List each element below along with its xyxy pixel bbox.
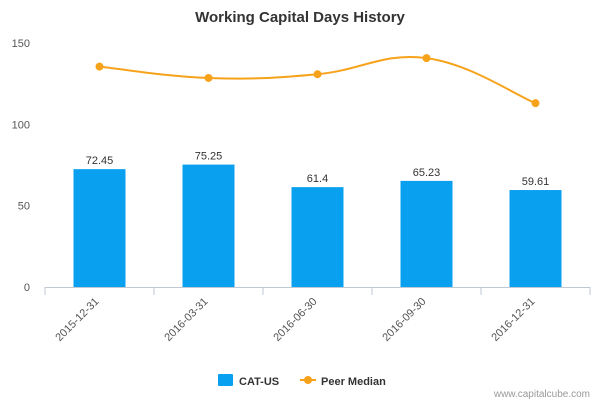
peer-median-point — [422, 54, 431, 63]
legend-line-label: Peer Median — [321, 376, 386, 388]
chart-title: Working Capital Days History — [195, 9, 405, 26]
peer-median-point — [204, 73, 213, 82]
bar-data-label: 59.61 — [522, 176, 550, 188]
legend-line-marker — [304, 376, 312, 384]
bar — [400, 180, 453, 287]
bar-data-label: 72.45 — [86, 155, 114, 167]
bar — [509, 190, 562, 287]
y-tick-label: 0 — [24, 282, 30, 294]
bar-data-labels: 72.45 75.25 61.4 65.23 59.61 — [86, 151, 550, 188]
bar — [291, 187, 344, 287]
watermark: www.capitalcube.com — [493, 389, 590, 400]
bar-series — [73, 164, 562, 287]
bar-data-label: 65.23 — [413, 167, 441, 179]
legend-bar-swatch — [218, 374, 233, 386]
peer-median-line — [99, 56, 536, 105]
y-tick-label: 150 — [12, 38, 30, 50]
x-tick-label: 2016-12-31 — [489, 296, 537, 344]
bar-data-label: 61.4 — [307, 173, 328, 185]
line-series — [95, 54, 540, 108]
x-tick-label: 2016-09-30 — [380, 296, 428, 344]
bar — [73, 169, 126, 287]
x-axis: 2015-12-31 2016-03-31 2016-06-30 2016-09-30… — [44, 287, 591, 344]
x-tick-label: 2015-12-31 — [53, 296, 101, 344]
peer-median-point — [95, 62, 104, 71]
y-axis: 0 50 100 150 — [12, 38, 30, 294]
peer-median-point — [313, 70, 322, 79]
x-tick-label: 2016-03-31 — [162, 296, 210, 344]
y-tick-label: 50 — [18, 201, 30, 213]
peer-median-point — [531, 99, 540, 108]
bar-data-label: 75.25 — [195, 151, 223, 163]
legend: CAT-US Peer Median — [218, 374, 386, 388]
bar — [182, 164, 235, 287]
y-tick-label: 100 — [12, 119, 30, 131]
x-tick-label: 2016-06-30 — [271, 296, 319, 344]
legend-bar-label: CAT-US — [239, 376, 279, 388]
